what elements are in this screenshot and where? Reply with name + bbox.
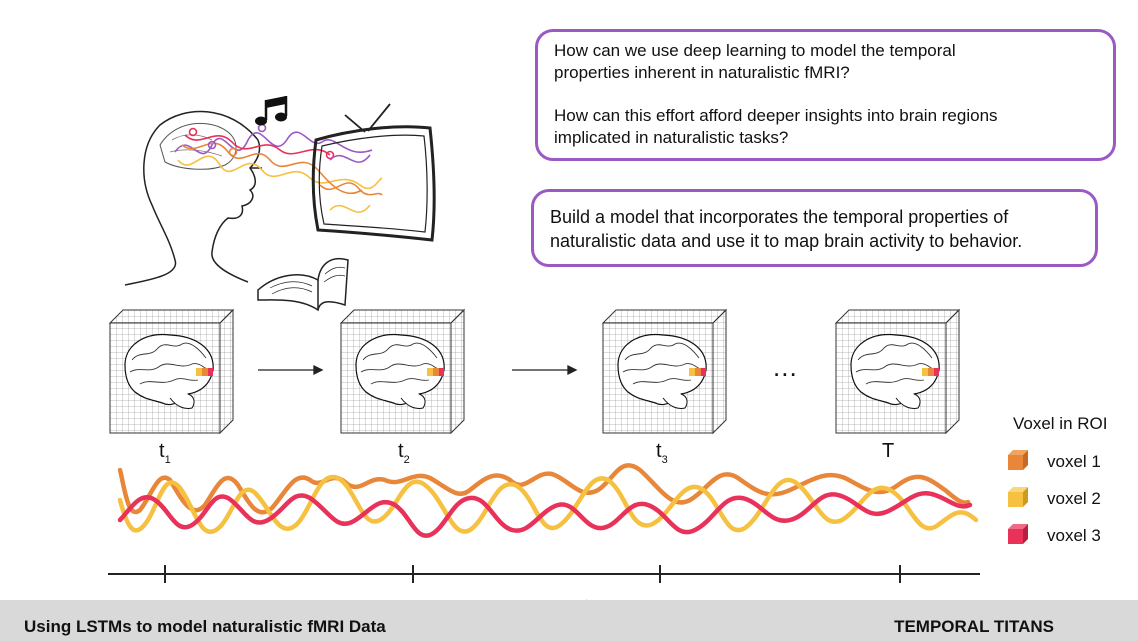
footer-bar: Using LSTMs to model naturalistic fMRI D…	[0, 600, 1138, 641]
ellipsis: ...	[773, 352, 798, 382]
voxel-1-cube-icon	[1008, 450, 1028, 470]
voxel-3-cube-icon	[1008, 524, 1028, 544]
brain-volume-t1	[109, 309, 234, 434]
timepoint-label-2: t2	[398, 440, 410, 466]
goal-line-1: Build a model that incorporates the temp…	[550, 207, 1009, 227]
book-icon	[257, 258, 349, 312]
brain-volume-t3	[602, 309, 727, 434]
brain-volume-T	[835, 309, 960, 434]
brain-waves-icon	[174, 123, 383, 195]
goal-line-2: naturalistic data and use it to map brai…	[550, 231, 1023, 251]
time-axis	[108, 565, 980, 583]
question-1-line-2: properties inherent in naturalistic fMRI…	[554, 63, 850, 82]
arrow-icon	[258, 364, 578, 376]
footer-project-title: Using LSTMs to model naturalistic fMRI D…	[24, 617, 386, 636]
question-1-line-1: How can we use deep learning to model th…	[554, 41, 956, 60]
research-questions-box: How can we use deep learning to model th…	[535, 29, 1116, 161]
timepoint-label-3: t3	[656, 440, 668, 466]
question-2-line-2: implicated in naturalistic tasks?	[554, 128, 789, 147]
head-illustration-icon	[124, 110, 262, 286]
voxel-3-series	[117, 491, 973, 538]
timepoint-label-1: t1	[159, 440, 171, 466]
brain-volume-t2	[340, 309, 465, 434]
legend-title: Voxel in ROI	[1013, 414, 1108, 433]
television-icon	[311, 103, 436, 242]
footer-team-name: TEMPORAL TITANS	[894, 617, 1054, 636]
goal-box: Build a model that incorporates the temp…	[531, 189, 1098, 267]
legend-voxel-1-label: voxel 1	[1047, 452, 1101, 471]
tv-waves-icon	[319, 154, 383, 213]
legend-voxel-2-label: voxel 2	[1047, 489, 1101, 508]
music-note-icon	[255, 96, 288, 126]
legend-voxel-3-label: voxel 3	[1047, 526, 1101, 545]
timepoint-label-T: T	[882, 440, 895, 462]
question-2-line-1: How can this effort afford deeper insigh…	[554, 106, 998, 125]
voxel-1-series	[117, 463, 971, 515]
voxel-timeseries	[117, 463, 979, 538]
voxel-2-cube-icon	[1008, 487, 1028, 507]
